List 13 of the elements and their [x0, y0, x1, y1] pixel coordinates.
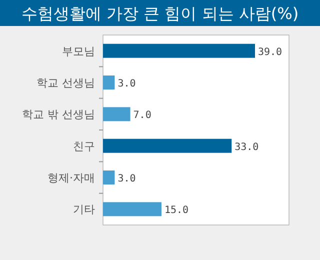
y-tick-label: 기타: [73, 203, 95, 216]
data-label: 33.0: [234, 142, 259, 153]
y-tick-label: 형제·자매: [48, 172, 95, 184]
data-label: 3.0: [118, 174, 136, 184]
y-tick-label: 학교 밖 선생님: [22, 108, 95, 122]
data-label: 39.0: [258, 46, 282, 58]
y-tick-label: 친구: [73, 140, 95, 153]
data-label: 7.0: [133, 110, 152, 122]
data-label: 15.0: [164, 205, 189, 216]
y-tick-label: 학교 선생님: [36, 76, 95, 90]
y-tick-label: 부모님: [62, 44, 95, 58]
title: 수험생활에 가장 큰 힘이 되는 사람(%): [21, 4, 299, 23]
data-label: 3.0: [118, 78, 136, 90]
